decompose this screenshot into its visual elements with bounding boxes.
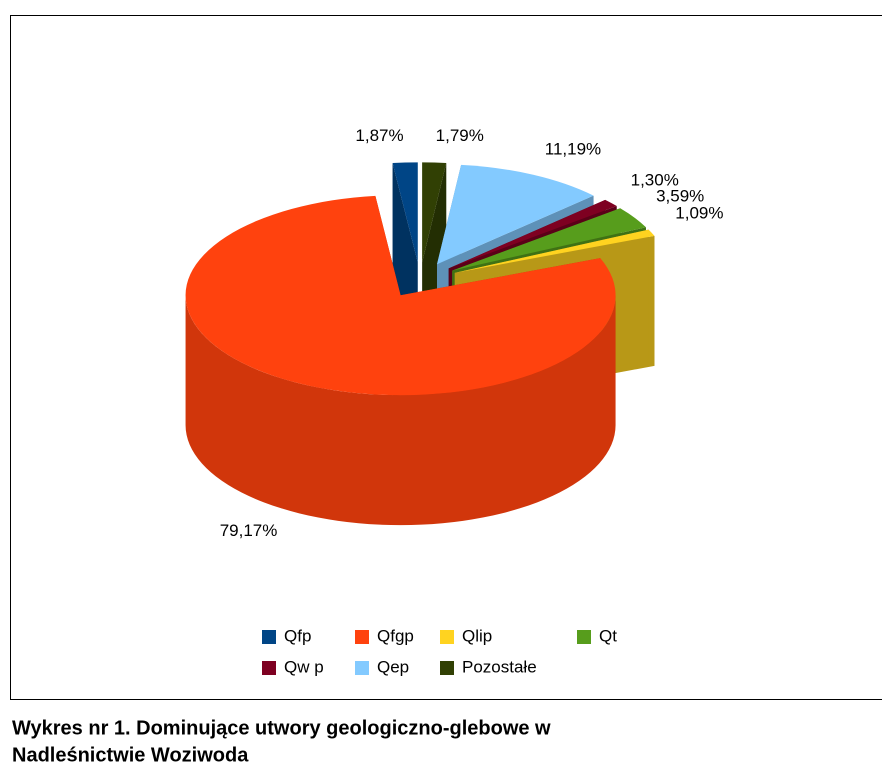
data-label: 1,30% (631, 171, 679, 190)
legend-label: Qfp (284, 626, 311, 645)
data-label: 1,79% (436, 126, 484, 145)
legend-label: Qep (377, 657, 409, 676)
slice-wall (185, 295, 616, 526)
legend-swatch (355, 630, 369, 644)
frame (10, 15, 882, 700)
data-label: 79,17% (220, 521, 278, 540)
legend-swatch (262, 630, 276, 644)
slice-top (448, 199, 617, 269)
caption: Wykres nr 1. Dominujące utwory geologicz… (12, 717, 551, 739)
data-label: 11,19% (545, 140, 601, 159)
legend-label: Qfgp (377, 626, 414, 645)
legend-label: Qlip (462, 626, 492, 645)
data-label: 1,09% (675, 203, 723, 222)
legend-label: Qw p (284, 657, 324, 676)
legend-label: Pozostałe (462, 657, 537, 676)
slice-top (452, 208, 646, 271)
legend-swatch (440, 630, 454, 644)
legend-swatch (262, 661, 276, 675)
legend-swatch (577, 630, 591, 644)
legend-swatch (355, 661, 369, 675)
slice-top (392, 162, 418, 263)
legend-label: Qt (599, 626, 617, 645)
slice-top (437, 164, 594, 265)
data-label: 1,87% (355, 126, 403, 145)
slice-top (422, 162, 447, 263)
slice (185, 195, 616, 526)
slice-top (185, 195, 616, 396)
legend-swatch (440, 661, 454, 675)
caption: Nadleśnictwie Woziwoda (12, 744, 249, 766)
slice-top (454, 229, 655, 273)
data-label: 3,59% (656, 187, 704, 206)
